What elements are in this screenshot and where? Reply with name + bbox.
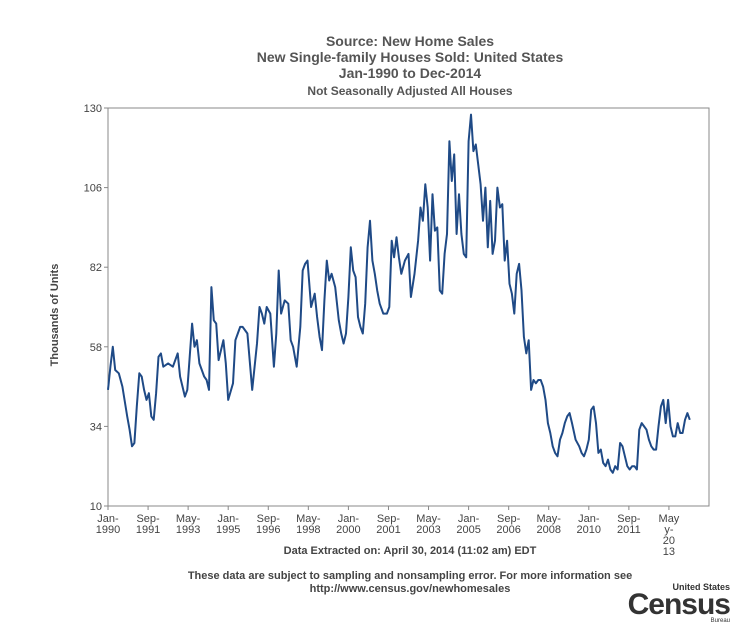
- chart-title: New Single-family Houses Sold: United St…: [256, 49, 564, 65]
- y-tick-label: 106: [84, 183, 102, 195]
- x-tick-label: Sep-1996: [256, 513, 280, 536]
- y-tick-label: 130: [84, 103, 102, 115]
- x-tick-label: Jan-2005: [456, 513, 480, 536]
- x-tick-label: May y-20 13: [659, 513, 680, 558]
- x-tick-label: Jan-2010: [577, 513, 601, 536]
- chart-date-range: Jan-1990 to Dec-2014: [338, 65, 482, 81]
- x-tick-label: Sep-2011: [617, 513, 641, 536]
- x-tick-label: Sep-1991: [136, 513, 160, 536]
- x-tick-label: Jan-1995: [216, 513, 240, 536]
- logo-top-text: United States: [672, 582, 730, 592]
- x-tick-label: May-1998: [296, 513, 321, 536]
- x-tick-label: Sep-2001: [376, 513, 400, 536]
- chart-source: Source: New Home Sales: [325, 33, 495, 49]
- x-tick-label: May-2008: [536, 513, 561, 536]
- x-tick-label: Sep-2006: [496, 513, 520, 536]
- y-tick-label: 82: [90, 262, 102, 274]
- x-tick-label: May-2003: [416, 513, 441, 536]
- data-extracted-note: Data Extracted on: April 30, 2014 (11:02…: [283, 545, 537, 557]
- series-line: [107, 113, 691, 474]
- y-tick-label: 58: [90, 342, 102, 354]
- y-axis-label: Thousands of Units: [49, 264, 61, 367]
- y-tick-label: 10: [90, 501, 102, 513]
- plot-area: [107, 107, 710, 507]
- logo-main-text: Census: [627, 588, 731, 621]
- logo-bottom-text: Bureau: [710, 618, 730, 624]
- x-tick-label: May-1993: [176, 513, 201, 536]
- x-tick-label: Jan-1990: [96, 513, 120, 536]
- chart-subtitle: Not Seasonally Adjusted All Houses: [307, 84, 513, 98]
- sampling-note: These data are subject to sampling and n…: [187, 570, 633, 582]
- y-tick-label: 34: [90, 421, 102, 433]
- x-tick-label: Jan-2000: [336, 513, 360, 536]
- census-bureau-logo: United States Census Bureau: [627, 582, 731, 624]
- census-url[interactable]: http://www.census.gov/newhomesales: [309, 583, 511, 595]
